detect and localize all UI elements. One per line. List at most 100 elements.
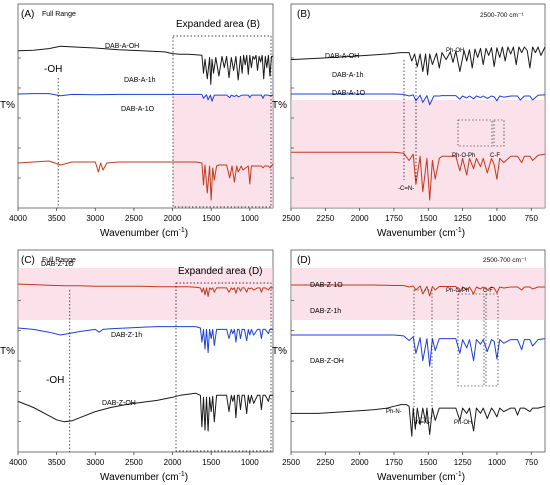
series-line-dab-z-1h (17, 326, 273, 353)
panel-b-subtitle: 2500-700 cm⁻¹ (480, 12, 524, 19)
panel-a-ticks: 4000 3500 3000 2500 2000 1500 1000 (9, 57, 259, 223)
ph-oh-annotation-d: Ph-OH (454, 420, 472, 426)
cf-annotation-b: C-F (490, 153, 500, 159)
nn-annotation-d: -N=N- (414, 420, 430, 426)
panel-d-frame (290, 249, 546, 453)
panel-a-subtitle: Full Range (42, 11, 76, 18)
ph-n-annotation-d: Ph-N- (386, 409, 402, 415)
x-tick-label: 1250 (454, 214, 472, 223)
series-line-dab-z-1h (291, 334, 546, 367)
panel-a-xlabel: Wavenumber (cm-1) (100, 227, 188, 239)
panel-b-ylabel: T% (272, 100, 287, 111)
panel-d-label: (D) (297, 255, 311, 266)
oh-annotation-a: -OH (44, 64, 62, 75)
panel-b-ticks: 2500 2250 2000 1750 1500 1250 1000 750 (282, 57, 539, 223)
panel-a: 4000 3500 3000 2500 2000 1500 1000 (A) Full Ra… (0, 3, 274, 239)
line-label-b-oh: DAB-A-OH (325, 53, 359, 60)
series-line-dab-z-oh (291, 404, 546, 437)
x-tick-label: 750 (525, 214, 539, 223)
line-label-b-1h: DAB-A-1h (332, 72, 364, 79)
ph-o-ph-annotation-d: Ph-O-Ph (446, 288, 469, 294)
panel-a-shade (173, 96, 273, 208)
x-tick-label: 2250 (316, 214, 334, 223)
panel-a-label: (A) (21, 9, 34, 20)
x-tick-label: 2000 (351, 458, 369, 467)
x-tick-label: 750 (525, 458, 539, 467)
x-tick-label: 2500 (282, 458, 300, 467)
series-line-dab-a-1h (17, 93, 274, 102)
cn-annotation-b: -C=N- (398, 186, 414, 192)
x-tick-label: 1500 (419, 458, 437, 467)
ph-o-ph-annotation-b: Ph-O-Ph (452, 153, 475, 159)
panel-d: 2500 2250 2000 1750 1500 1250 1000 750 (D) 2500… (272, 249, 546, 483)
panel-c: 4000 3500 3000 2500 2000 1500 1000 (C) Full Ra… (0, 249, 274, 483)
series-line-dab-a-1o (17, 160, 274, 201)
panel-d-subtitle: 2500-700 cm⁻¹ (483, 257, 527, 264)
series-line-dab-a-1h (291, 93, 546, 106)
x-tick-label: 1500 (419, 214, 437, 223)
panel-b: 2500 2250 2000 1750 1500 1250 1000 750 (B) 2500… (272, 3, 546, 239)
x-tick-label: 3500 (48, 458, 66, 467)
x-tick-label: 3000 (86, 458, 104, 467)
expanded-area-label-c: Expanded area (D) (178, 266, 263, 277)
panel-b-label: (B) (297, 9, 310, 20)
series-line-dab-z-1o (291, 284, 545, 297)
panel-c-subtitle: Full Range (42, 257, 76, 264)
panel-c-frame (17, 249, 274, 453)
panel-d-ylabel: T% (272, 346, 287, 357)
series-line-dab-z-1o (17, 283, 273, 297)
x-tick-label: 2500 (282, 214, 300, 223)
x-tick-label: 1000 (488, 214, 506, 223)
panel-c-ticks: 4000 3500 3000 2500 2000 1500 1000 (9, 299, 259, 467)
panel-d-xlabel: Wavenumber (cm-1) (377, 471, 465, 483)
cf-bracket-d (485, 293, 499, 387)
series-line-dab-a-1o (291, 151, 546, 201)
ph-oh-annotation-b: Ph-OH (446, 48, 464, 54)
x-tick-label: 1500 (202, 214, 220, 223)
x-tick-label: 2000 (351, 214, 369, 223)
ph-o-ph-bracket-d (457, 293, 485, 387)
x-tick-label: 2500 (125, 214, 143, 223)
line-label-a-1h: DAB-A-1h (124, 77, 156, 84)
line-label-c-1o: DAB-Z-1O (41, 261, 74, 268)
panel-d-series (291, 284, 546, 437)
x-tick-label: 2000 (164, 458, 182, 467)
panel-c-ylabel: T% (0, 346, 15, 357)
x-tick-label: 4000 (9, 214, 27, 223)
x-tick-label: 2500 (125, 458, 143, 467)
line-label-d-oh: DAB-Z-OH (310, 358, 344, 365)
line-label-c-1h: DAB-Z-1h (111, 332, 142, 339)
line-label-c-oh: DAB-Z-OH (102, 400, 136, 407)
expanded-area-box-c (175, 282, 272, 452)
panel-c-xlabel: Wavenumber (cm-1) (100, 471, 188, 483)
x-tick-label: 2000 (164, 214, 182, 223)
x-tick-label: 1500 (202, 458, 220, 467)
line-label-a-1o: DAB-A-1O (121, 106, 155, 113)
panel-d-ticks: 2500 2250 2000 1750 1500 1250 1000 750 (282, 299, 539, 467)
cf-bracket-b (493, 119, 505, 147)
panel-a-series (17, 45, 274, 201)
x-tick-label: 3500 (48, 214, 66, 223)
panel-b-series (290, 46, 546, 201)
expanded-area-label-a: Expanded area (B) (176, 19, 260, 30)
panel-d-shade (291, 268, 545, 320)
ph-o-ph-bracket-b (457, 119, 493, 147)
series-line-dab-a-oh (17, 45, 273, 85)
x-tick-label: 1000 (241, 214, 259, 223)
x-tick-label: 2250 (316, 458, 334, 467)
x-tick-label: 1000 (488, 458, 506, 467)
x-tick-label: 4000 (9, 458, 27, 467)
oh-annotation-c: -OH (46, 375, 64, 386)
ph-n-bracket-d (413, 289, 433, 419)
panel-a-ylabel: T% (0, 100, 15, 111)
line-label-d-1o: DAB-Z-1O (310, 282, 343, 289)
panel-c-series (17, 283, 273, 432)
line-label-b-1o: DAB-A-1O (332, 90, 366, 97)
x-tick-label: 3000 (86, 214, 104, 223)
series-line-dab-z-oh (17, 392, 273, 432)
x-tick-label: 1250 (454, 458, 472, 467)
x-tick-label: 1750 (385, 214, 403, 223)
panel-c-shade (18, 268, 273, 320)
panel-c-label: (C) (21, 255, 35, 266)
